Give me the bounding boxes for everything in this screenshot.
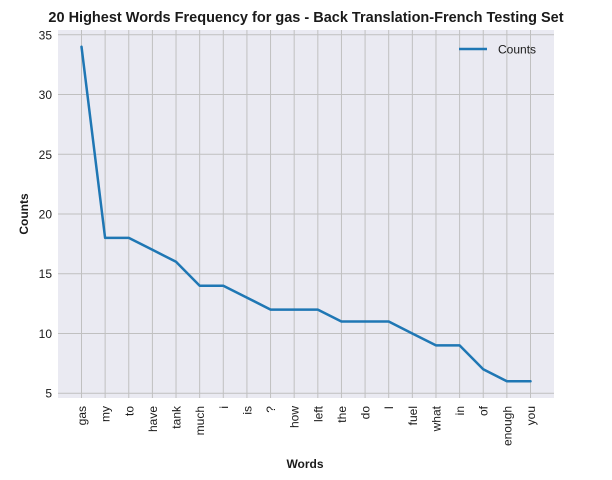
- y-tick-label: 35: [39, 28, 53, 42]
- grid: [58, 30, 554, 398]
- x-tick-label: much: [193, 406, 207, 435]
- x-tick-label: have: [146, 406, 160, 432]
- y-tick-label: 15: [39, 267, 53, 281]
- x-tick-label: I: [382, 406, 396, 409]
- x-axis-label: Words: [286, 457, 323, 471]
- x-tick-label: enough: [500, 406, 514, 446]
- y-tick-label: 25: [39, 148, 53, 162]
- series-lines: [80, 45, 532, 383]
- x-tick-label: of: [477, 405, 491, 416]
- x-tick-label: is: [240, 406, 254, 415]
- chart-title: 20 Highest Words Frequency for gas - Bac…: [48, 10, 563, 26]
- x-tick-label: fuel: [406, 406, 420, 425]
- y-axis-label: Counts: [17, 193, 31, 235]
- y-tick-label: 10: [39, 327, 53, 341]
- y-axis: 5 10 15 20 25 30 35: [39, 28, 53, 400]
- x-tick-label: do: [359, 406, 373, 420]
- x-tick-label: the: [335, 406, 349, 423]
- x-tick-label: in: [453, 406, 467, 415]
- x-tick-label: i: [217, 406, 231, 409]
- x-tick-label: you: [524, 406, 538, 425]
- x-tick-label: tank: [170, 405, 184, 429]
- x-tick-label: my: [99, 406, 113, 422]
- x-tick-label: what: [429, 405, 443, 432]
- x-tick-label: gas: [75, 406, 89, 425]
- x-tick-label: how: [288, 406, 302, 428]
- x-tick-label: ?: [264, 406, 278, 413]
- legend: Counts: [459, 43, 536, 57]
- x-tick-label: left: [311, 405, 325, 422]
- series-line: [80, 45, 532, 383]
- y-tick-label: 5: [45, 387, 52, 401]
- y-tick-label: 20: [39, 208, 53, 222]
- x-tick-label: to: [122, 406, 136, 416]
- legend-label: Counts: [498, 43, 536, 57]
- y-tick-label: 30: [39, 88, 53, 102]
